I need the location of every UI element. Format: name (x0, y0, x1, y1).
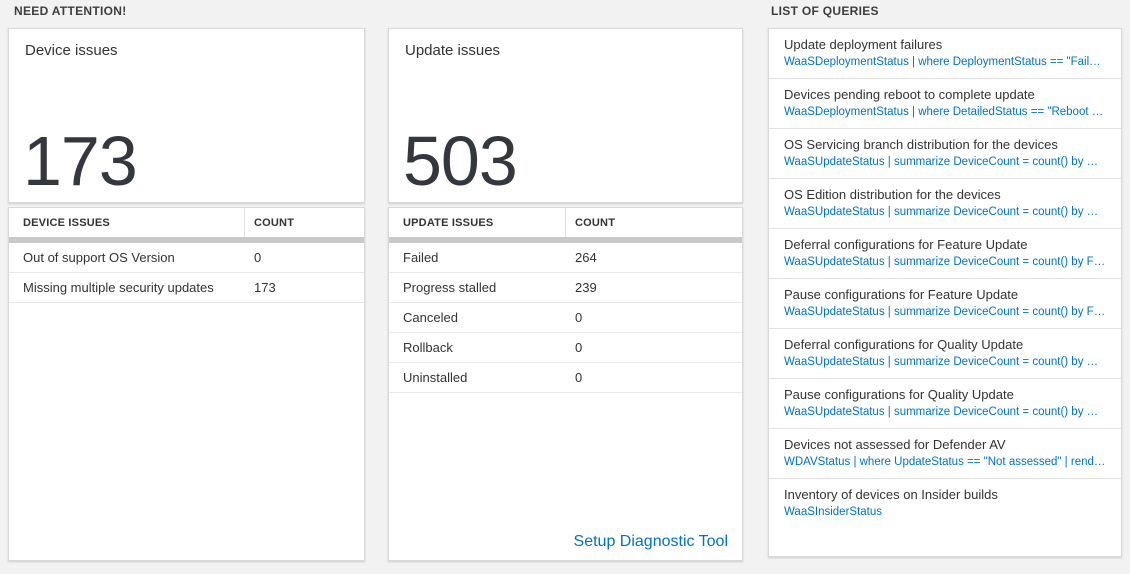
query-item[interactable]: Deferral configurations for Feature Upda… (769, 229, 1121, 279)
query-text: WaaSUpdateStatus | summarize DeviceCount… (784, 256, 1106, 268)
list-of-queries-heading: LIST OF QUERIES (771, 4, 879, 18)
update-issues-count: 503 (403, 122, 518, 200)
query-item[interactable]: Devices pending reboot to complete updat… (769, 79, 1121, 129)
row-count: 0 (575, 370, 583, 385)
table-row[interactable]: Rollback 0 (389, 333, 742, 363)
table-header-divider-bar (389, 237, 742, 243)
query-text: WaaSDeploymentStatus | where DetailedSta… (784, 106, 1106, 118)
query-item[interactable]: Pause configurations for Quality Update … (769, 379, 1121, 429)
count-column-header: COUNT (575, 217, 616, 229)
table-row[interactable]: Uninstalled 0 (389, 363, 742, 393)
query-title: Devices pending reboot to complete updat… (784, 87, 1035, 102)
query-text: WaaSInsiderStatus (784, 506, 883, 518)
row-count: 0 (254, 250, 262, 265)
query-text: WaaSUpdateStatus | summarize DeviceCount… (784, 356, 1106, 368)
query-title: Update deployment failures (784, 37, 943, 52)
count-column-header: COUNT (254, 217, 295, 229)
row-label: Progress stalled (403, 280, 497, 295)
query-title: Inventory of devices on Insider builds (784, 487, 998, 502)
row-label: Canceled (403, 310, 458, 325)
device-issues-count: 173 (23, 122, 138, 200)
query-text: WDAVStatus | where UpdateStatus == "Not … (784, 456, 1106, 468)
query-title: Deferral configurations for Feature Upda… (784, 237, 1028, 252)
row-count: 264 (575, 250, 597, 265)
table-row[interactable]: Failed 264 (389, 243, 742, 273)
table-row[interactable]: Progress stalled 239 (389, 273, 742, 303)
device-issues-table-header: DEVICE ISSUES COUNT (9, 208, 364, 237)
table-row[interactable]: Out of support OS Version 0 (9, 243, 364, 273)
list-of-queries-panel: Update deployment failures WaaSDeploymen… (768, 28, 1122, 557)
query-title: OS Edition distribution for the devices (784, 187, 1001, 202)
update-issues-tile[interactable]: Update issues 503 (388, 28, 743, 203)
row-label: Failed (403, 250, 439, 265)
query-item[interactable]: Inventory of devices on Insider builds W… (769, 479, 1121, 528)
update-issues-table: UPDATE ISSUES COUNT Failed 264 Progress … (388, 207, 743, 561)
query-title: Pause configurations for Feature Update (784, 287, 1019, 302)
update-issues-table-header: UPDATE ISSUES COUNT (389, 208, 742, 237)
row-label: Out of support OS Version (23, 250, 175, 265)
query-text: WaaSUpdateStatus | summarize DeviceCount… (784, 306, 1106, 318)
row-count: 173 (254, 280, 276, 295)
table-row[interactable]: Missing multiple security updates 173 (9, 273, 364, 303)
device-issues-column-header: DEVICE ISSUES (9, 208, 245, 237)
row-label: Missing multiple security updates (23, 280, 214, 295)
query-title: Devices not assessed for Defender AV (784, 437, 1006, 452)
update-issues-tile-title: Update issues (405, 42, 501, 59)
table-header-divider-bar (9, 237, 364, 243)
row-count: 0 (575, 340, 583, 355)
row-count: 0 (575, 310, 583, 325)
device-issues-table: DEVICE ISSUES COUNT Out of support OS Ve… (8, 207, 365, 561)
query-item[interactable]: Update deployment failures WaaSDeploymen… (769, 29, 1121, 79)
update-issues-column-header: UPDATE ISSUES (389, 208, 566, 237)
table-row[interactable]: Canceled 0 (389, 303, 742, 333)
device-issues-tile[interactable]: Device issues 173 (8, 28, 365, 203)
query-text: WaaSDeploymentStatus | where DeploymentS… (784, 56, 1106, 68)
row-label: Uninstalled (403, 370, 468, 385)
query-text: WaaSUpdateStatus | summarize DeviceCount… (784, 406, 1106, 418)
query-title: Deferral configurations for Quality Upda… (784, 337, 1024, 352)
query-item[interactable]: Pause configurations for Feature Update … (769, 279, 1121, 329)
setup-diagnostic-tool-link[interactable]: Setup Diagnostic Tool (573, 533, 728, 550)
query-title: OS Servicing branch distribution for the… (784, 137, 1058, 152)
device-issues-tile-title: Device issues (25, 42, 118, 59)
query-title: Pause configurations for Quality Update (784, 387, 1014, 402)
query-text: WaaSUpdateStatus | summarize DeviceCount… (784, 156, 1106, 168)
query-item[interactable]: OS Servicing branch distribution for the… (769, 129, 1121, 179)
row-label: Rollback (403, 340, 453, 355)
query-item[interactable]: OS Edition distribution for the devices … (769, 179, 1121, 229)
row-count: 239 (575, 280, 597, 295)
query-item[interactable]: Devices not assessed for Defender AV WDA… (769, 429, 1121, 479)
query-text: WaaSUpdateStatus | summarize DeviceCount… (784, 206, 1106, 218)
query-item[interactable]: Deferral configurations for Quality Upda… (769, 329, 1121, 379)
need-attention-heading: NEED ATTENTION! (14, 4, 127, 18)
